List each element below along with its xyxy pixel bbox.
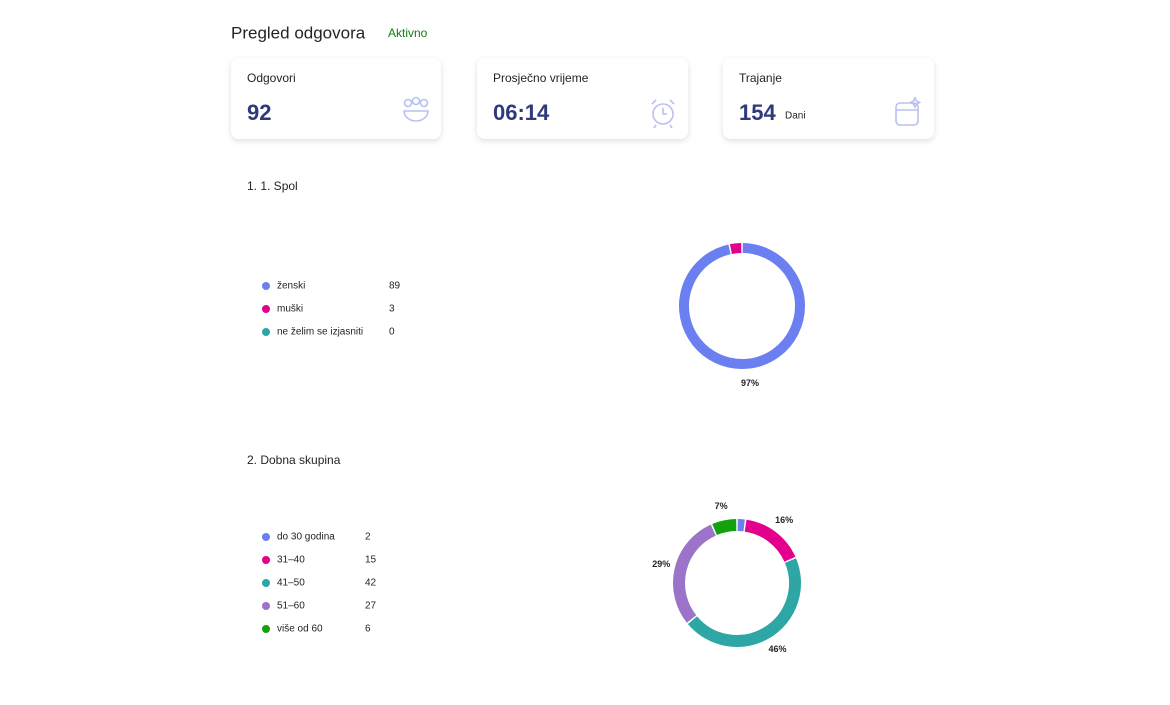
legend-label: muški (277, 304, 303, 315)
card: Trajanje 154 Dani (723, 58, 934, 139)
legend-label: ženski (277, 281, 305, 292)
legend-value: 2 (365, 532, 371, 543)
legend-value: 6 (365, 624, 371, 635)
slice-label: 46% (769, 644, 787, 654)
legend-label: ne želim se izjasniti (277, 327, 363, 338)
legend-value: 3 (389, 304, 395, 315)
card: Prosječno vrijeme 06:14 (477, 58, 688, 139)
card-value: 92 (247, 100, 271, 125)
legend-dot (262, 625, 270, 633)
slice-label: 7% (715, 501, 728, 511)
slice-label: 97% (741, 378, 759, 388)
legend-label: 41–50 (277, 578, 305, 589)
card-unit: Dani (785, 111, 806, 122)
legend-dot (262, 602, 270, 610)
slice (684, 248, 800, 364)
status: Aktivno (388, 26, 428, 40)
card-title: Odgovori (247, 71, 296, 85)
legend-dot (262, 556, 270, 564)
legend-value: 42 (365, 578, 377, 589)
card-value: 154 (739, 100, 776, 125)
legend-value: 89 (389, 281, 401, 292)
legend-label: 31–40 (277, 555, 305, 566)
card-title: Trajanje (739, 71, 782, 85)
question-title: 2. Dobna skupina (247, 453, 341, 467)
card-title: Prosječno vrijeme (493, 71, 589, 85)
legend-value: 0 (389, 327, 395, 338)
legend-dot (262, 533, 270, 541)
legend-dot (262, 328, 270, 336)
slice (692, 561, 795, 641)
slice (731, 248, 741, 249)
legend-dot (262, 579, 270, 587)
legend-dot (262, 305, 270, 313)
legend-value: 27 (365, 601, 377, 612)
slice (679, 530, 713, 619)
slice (746, 526, 790, 560)
card: Odgovori 92 (231, 58, 441, 139)
legend-label: do 30 godina (277, 532, 335, 543)
legend-label: više od 60 (277, 624, 323, 635)
slice-label: 29% (652, 559, 670, 569)
page-title: Pregled odgovora (231, 23, 366, 42)
legend-label: 51–60 (277, 601, 305, 612)
legend-value: 15 (365, 555, 377, 566)
slice-label: 16% (775, 515, 793, 525)
card-value: 06:14 (493, 100, 550, 125)
slice (715, 525, 737, 530)
legend-dot (262, 282, 270, 290)
question-title: 1. 1. Spol (247, 179, 298, 193)
